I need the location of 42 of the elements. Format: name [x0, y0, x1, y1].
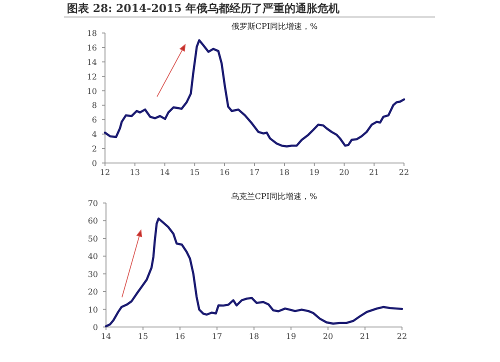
- y-tick-label: 6: [92, 116, 97, 125]
- x-tick-label: 15: [190, 168, 200, 177]
- line-series: [104, 39, 406, 148]
- y-tick-label: 0: [92, 323, 98, 332]
- x-tick-label: 12: [100, 168, 110, 177]
- y-tick-label: 10: [86, 86, 97, 96]
- x-tick-label: 16: [174, 332, 186, 341]
- y-tick-label: 16: [86, 43, 97, 52]
- x-tick-label: 17: [212, 332, 222, 341]
- x-tick-label: 15: [138, 332, 148, 341]
- x-tick-label: 19: [286, 332, 296, 341]
- y-tick-label: 0: [92, 159, 97, 168]
- x-tick-label: 22: [398, 168, 410, 177]
- x-tick-label: 16: [220, 168, 230, 177]
- y-tick-label: 70: [88, 199, 98, 208]
- x-tick-label: 14: [160, 168, 170, 177]
- x-tick-label: 20: [322, 332, 334, 341]
- y-tick-label: 60: [88, 216, 98, 226]
- x-tick-label: 22: [396, 332, 408, 341]
- chart-subtitle: 俄罗斯CPI同比增速，%: [231, 22, 318, 31]
- y-tick-label: 40: [88, 252, 98, 262]
- y-tick-label: 4: [92, 130, 97, 140]
- x-tick-label: 21: [360, 332, 370, 341]
- x-tick-label: 19: [309, 168, 320, 177]
- y-tick-label: 18: [86, 29, 97, 38]
- x-tick-label: 14: [100, 332, 112, 341]
- x-tick-label: 18: [248, 332, 260, 341]
- x-tick-label: 21: [369, 168, 380, 177]
- chart-title: 图表 28: 2014-2015 年俄乌都经历了严重的通胀危机: [67, 2, 340, 15]
- y-tick-label: 8: [92, 101, 97, 110]
- y-tick-label: 20: [88, 288, 98, 297]
- x-tick-label: 20: [339, 168, 350, 177]
- y-tick-label: 30: [88, 270, 98, 279]
- x-tick-label: 17: [249, 168, 260, 177]
- y-tick-label: 50: [88, 234, 98, 244]
- x-tick-label: 18: [279, 168, 290, 177]
- x-tick-label: 13: [130, 168, 140, 177]
- y-tick-label: 12: [86, 72, 97, 82]
- y-tick-label: 10: [88, 305, 98, 314]
- chart-title: 乌克兰CPI同比增速，%: [230, 192, 318, 201]
- y-tick-label: 2: [92, 144, 97, 154]
- y-tick-label: 14: [86, 58, 97, 67]
